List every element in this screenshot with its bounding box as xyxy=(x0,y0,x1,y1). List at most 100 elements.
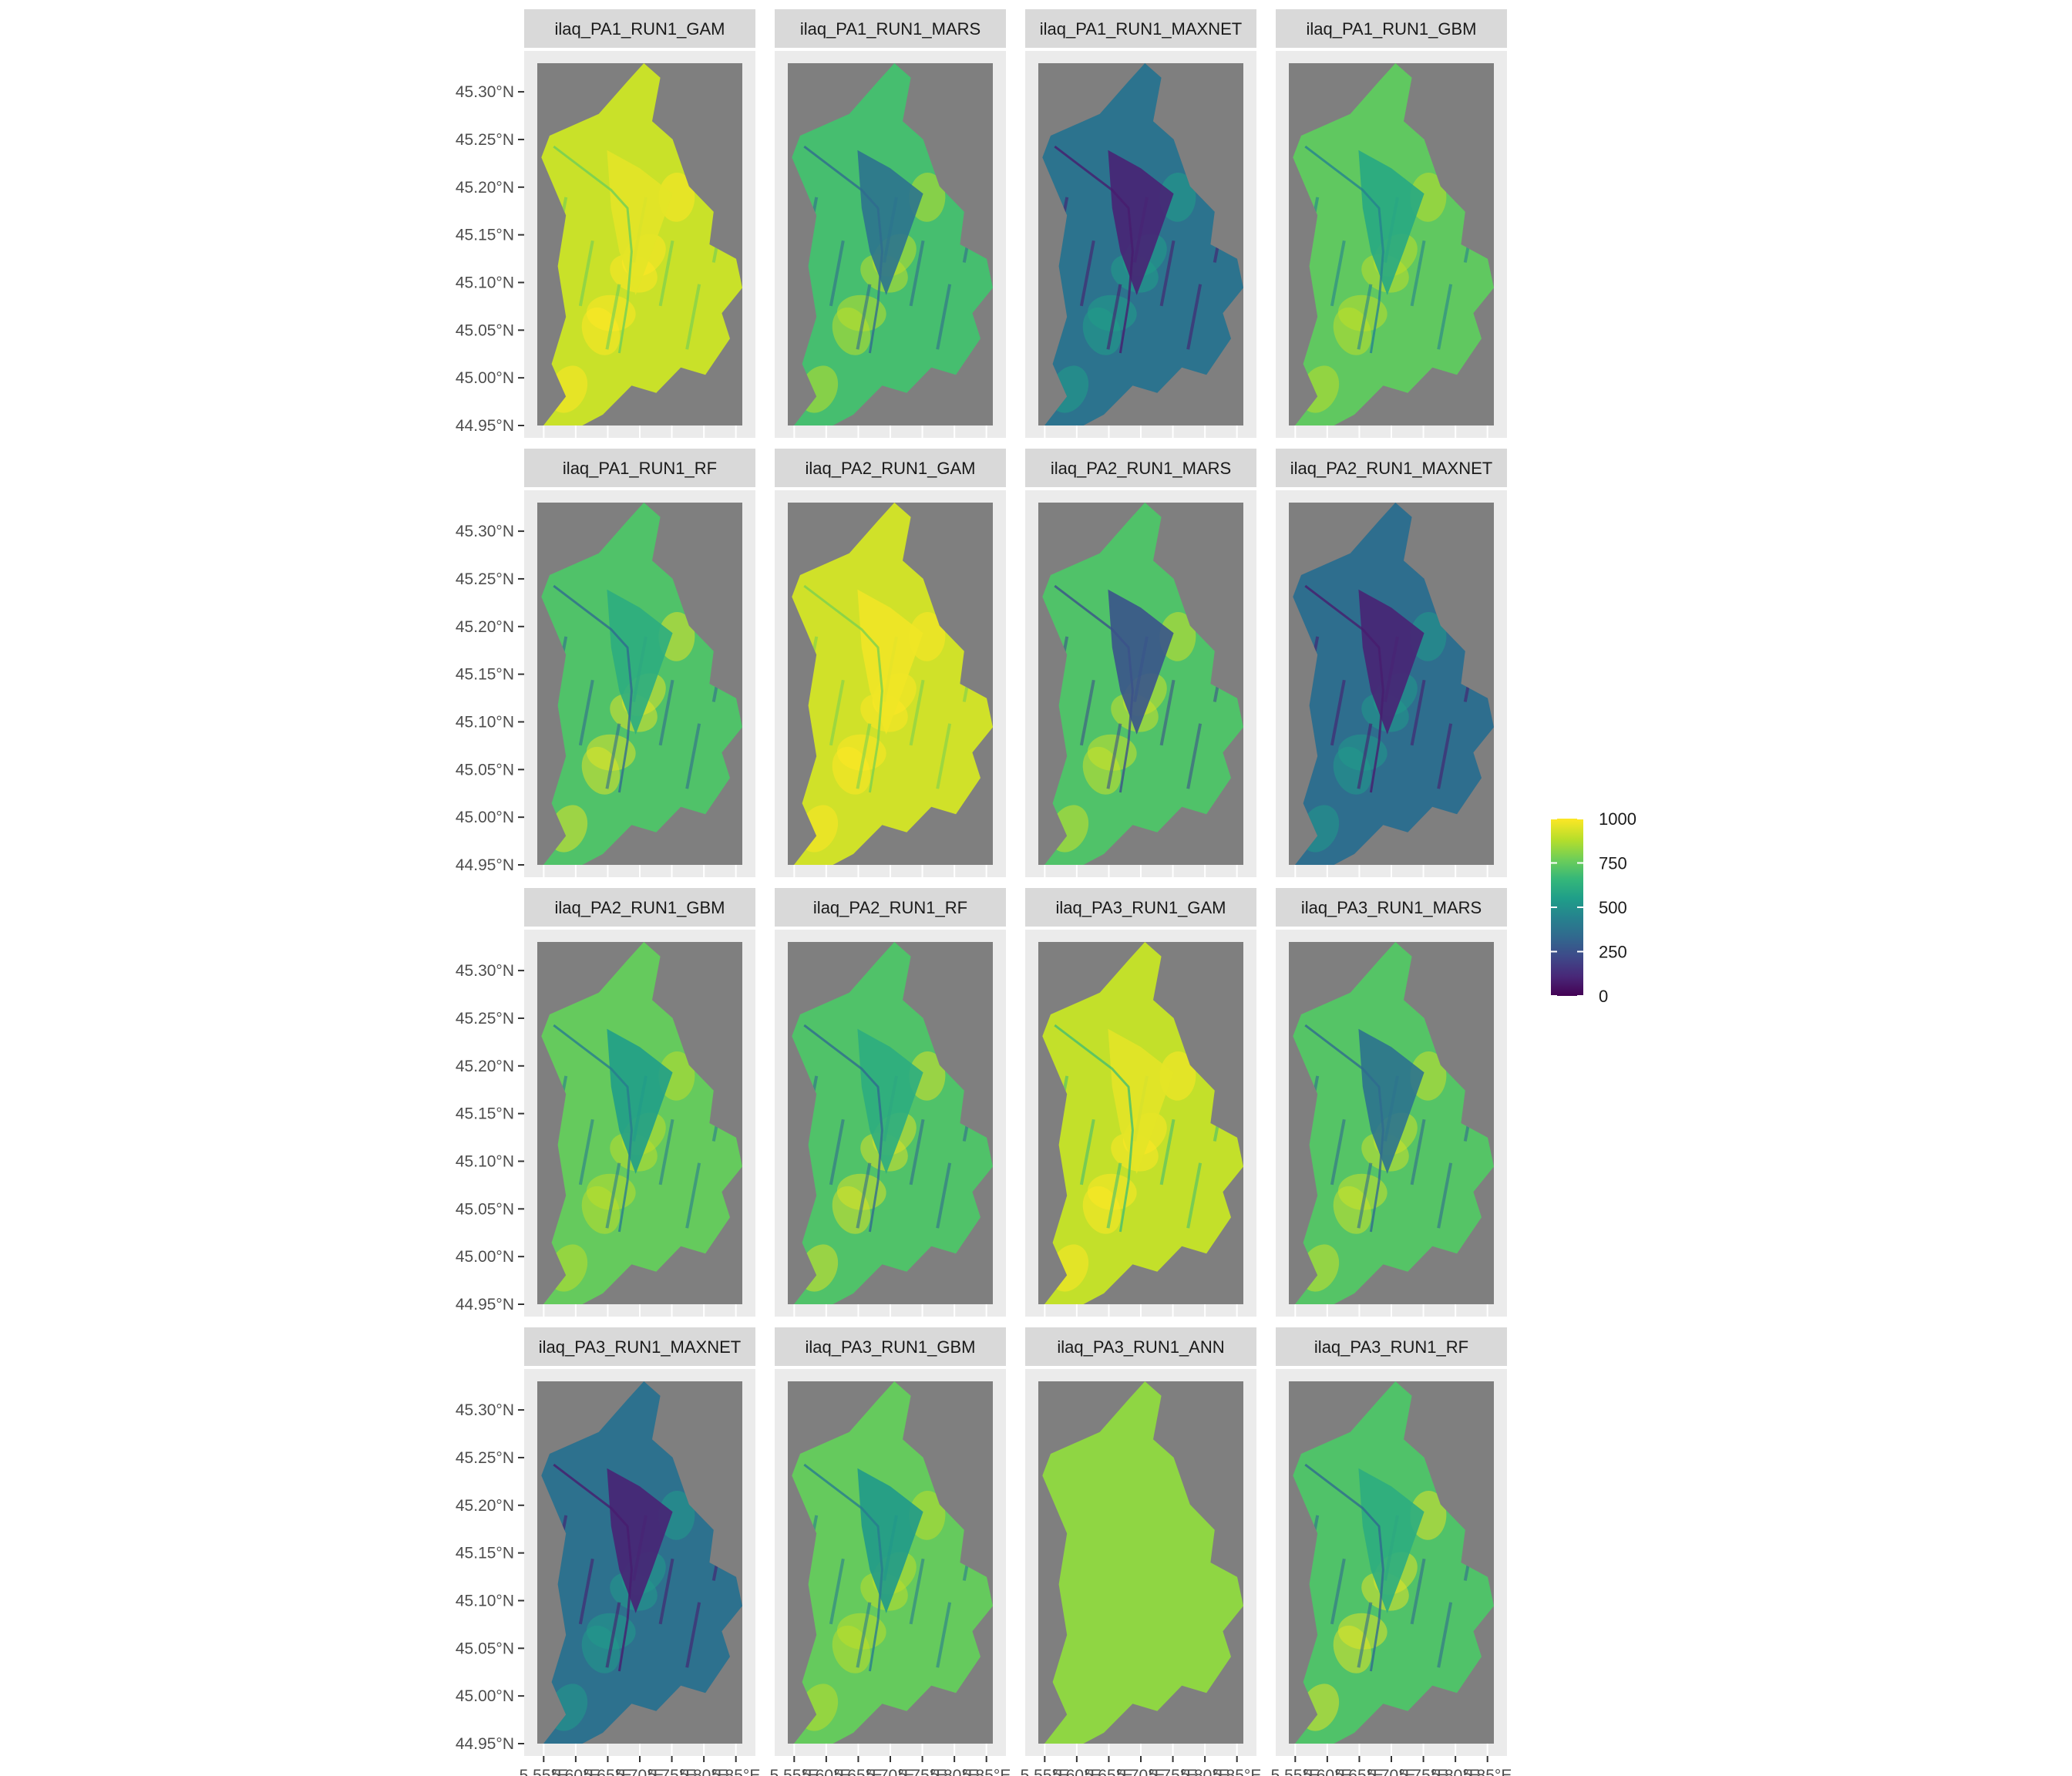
facet-panel: ilaq_PA1_RUN1_GAM xyxy=(524,9,755,438)
legend-label: 250 xyxy=(1599,943,1627,962)
facet-label: ilaq_PA2_RUN1_GAM xyxy=(806,459,976,478)
y-tick-label: 45.00°N xyxy=(456,369,514,387)
facet-label: ilaq_PA3_RUN1_MARS xyxy=(1301,898,1482,917)
facet-panel: ilaq_PA3_RUN1_MARS xyxy=(1276,888,1507,1317)
facet-strip xyxy=(524,1327,755,1366)
facet-panel: ilaq_PA1_RUN1_GBM xyxy=(1276,9,1507,438)
x-axis: 5.55°E5.60°E5.65°E5.70°E5.75°E5.80°E5.85… xyxy=(520,1756,1512,1776)
facet-panel: ilaq_PA3_RUN1_GBM xyxy=(775,1327,1006,1756)
valley-area xyxy=(857,1468,923,1613)
x-tick-label: 5.55°E xyxy=(520,1767,568,1776)
y-tick-label: 45.10°N xyxy=(456,1152,514,1170)
y-tick-label: 45.05°N xyxy=(456,321,514,339)
y-tick-label: 45.15°N xyxy=(456,1105,514,1123)
facet-label: ilaq_PA3_RUN1_RF xyxy=(1314,1337,1468,1357)
river-line xyxy=(803,1463,883,1672)
x-tick-label: 5.85°E xyxy=(1213,1767,1261,1776)
y-tick-label: 45.25°N xyxy=(456,131,514,149)
legend-label: 500 xyxy=(1599,898,1627,917)
facet-strip xyxy=(524,9,755,48)
facet-strip xyxy=(524,888,755,927)
y-tick-label: 45.15°N xyxy=(456,1545,514,1562)
valley-area xyxy=(1358,150,1424,295)
facet-panel: ilaq_PA1_RUN1_MAXNET xyxy=(1025,9,1256,438)
y-tick-label: 45.30°N xyxy=(456,83,514,101)
y-tick-label: 45.20°N xyxy=(456,1497,514,1515)
x-tick-label: 5.65°E xyxy=(1335,1767,1384,1776)
facet-label: ilaq_PA2_RUN1_MARS xyxy=(1051,459,1231,478)
facet-strip xyxy=(1025,9,1256,48)
x-tick-label: 5.60°E xyxy=(802,1767,850,1776)
y-tick-label: 45.10°N xyxy=(456,274,514,291)
y-tick-label: 44.95°N xyxy=(456,1296,514,1314)
river-line xyxy=(1054,1024,1134,1233)
y-tick-label: 45.15°N xyxy=(456,227,514,244)
facet-panel: ilaq_PA1_RUN1_RF xyxy=(524,449,755,877)
y-tick-label: 45.05°N xyxy=(456,761,514,779)
facet-label: ilaq_PA2_RUN1_RF xyxy=(813,898,967,917)
x-tick-label: 5.70°E xyxy=(1116,1767,1165,1776)
x-tick-label: 5.75°E xyxy=(648,1767,696,1776)
y-tick-label: 45.15°N xyxy=(456,666,514,684)
facet-panel: ilaq_PA1_RUN1_MARS xyxy=(775,9,1006,438)
river-line xyxy=(553,1024,633,1233)
y-tick-label: 45.25°N xyxy=(456,1449,514,1467)
y-tick-label: 45.30°N xyxy=(456,523,514,540)
facet-label: ilaq_PA3_RUN1_MAXNET xyxy=(539,1337,741,1357)
facet-label: ilaq_PA1_RUN1_GBM xyxy=(1307,19,1477,39)
x-tick-label: 5.75°E xyxy=(1149,1767,1197,1776)
river-line xyxy=(553,1463,633,1672)
river-line xyxy=(803,584,883,793)
facet-panel: ilaq_PA3_RUN1_GAM xyxy=(1025,888,1256,1317)
colorbar-legend: 1000 750 500 250 0 xyxy=(1551,809,1636,1006)
valley-area xyxy=(1358,589,1424,735)
facet-strip xyxy=(1025,449,1256,487)
facet-panel: ilaq_PA3_RUN1_MAXNET xyxy=(524,1327,755,1756)
facet-label: ilaq_PA2_RUN1_MAXNET xyxy=(1290,459,1492,478)
x-tick-label: 5.85°E xyxy=(711,1767,760,1776)
facet-label: ilaq_PA3_RUN1_GAM xyxy=(1056,898,1226,917)
y-tick-label: 45.20°N xyxy=(456,618,514,636)
suitability-region xyxy=(1042,1381,1243,1744)
valley-area xyxy=(607,589,673,735)
facet-strip xyxy=(524,449,755,487)
y-tick-label: 45.20°N xyxy=(456,1058,514,1075)
facet-strip xyxy=(775,1327,1006,1366)
y-tick-label: 44.95°N xyxy=(456,856,514,874)
legend-label: 1000 xyxy=(1599,809,1636,829)
y-axes: 45.30°N 45.25°N 45.20°N 45.15°N 45.10°N 45.05… xyxy=(456,83,524,1753)
facet-strip xyxy=(1276,1327,1507,1366)
facet-strip xyxy=(1025,1327,1256,1366)
facet-label: ilaq_PA3_RUN1_GBM xyxy=(806,1337,976,1357)
facet-label: ilaq_PA2_RUN1_GBM xyxy=(555,898,725,917)
river-line xyxy=(1054,145,1134,354)
y-tick-label: 45.10°N xyxy=(456,713,514,731)
river-line xyxy=(553,584,633,793)
facet-strip xyxy=(775,449,1006,487)
y-tick-label: 45.05°N xyxy=(456,1640,514,1657)
facet-panels: ilaq_PA1_RUN1_GAM ilaq_PA1_RUN1_MARS ilaq_… xyxy=(524,9,1507,1756)
x-tick-label: 5.55°E xyxy=(1271,1767,1320,1776)
facet-strip xyxy=(775,9,1006,48)
valley-area xyxy=(1108,589,1174,735)
river-line xyxy=(1304,584,1384,793)
facet-strip xyxy=(1025,888,1256,927)
facet-panel: ilaq_PA2_RUN1_RF xyxy=(775,888,1006,1317)
x-tick-label: 5.70°E xyxy=(866,1767,914,1776)
valley-area xyxy=(1108,150,1174,295)
y-tick-label: 45.30°N xyxy=(456,1401,514,1419)
river-line xyxy=(1304,1463,1384,1672)
river-line xyxy=(1304,145,1384,354)
x-tick-label: 5.80°E xyxy=(930,1767,978,1776)
y-tick-label: 45.30°N xyxy=(456,962,514,980)
x-tick-label: 5.65°E xyxy=(1085,1767,1133,1776)
river-line xyxy=(553,145,633,354)
x-tick-label: 5.65°E xyxy=(834,1767,883,1776)
facet-label: ilaq_PA3_RUN1_ANN xyxy=(1057,1337,1224,1357)
facet-strip xyxy=(1276,888,1507,927)
x-tick-label: 5.80°E xyxy=(1431,1767,1479,1776)
x-tick-label: 5.55°E xyxy=(1021,1767,1069,1776)
facet-panel: ilaq_PA2_RUN1_MARS xyxy=(1025,449,1256,877)
x-tick-label: 5.80°E xyxy=(679,1767,728,1776)
